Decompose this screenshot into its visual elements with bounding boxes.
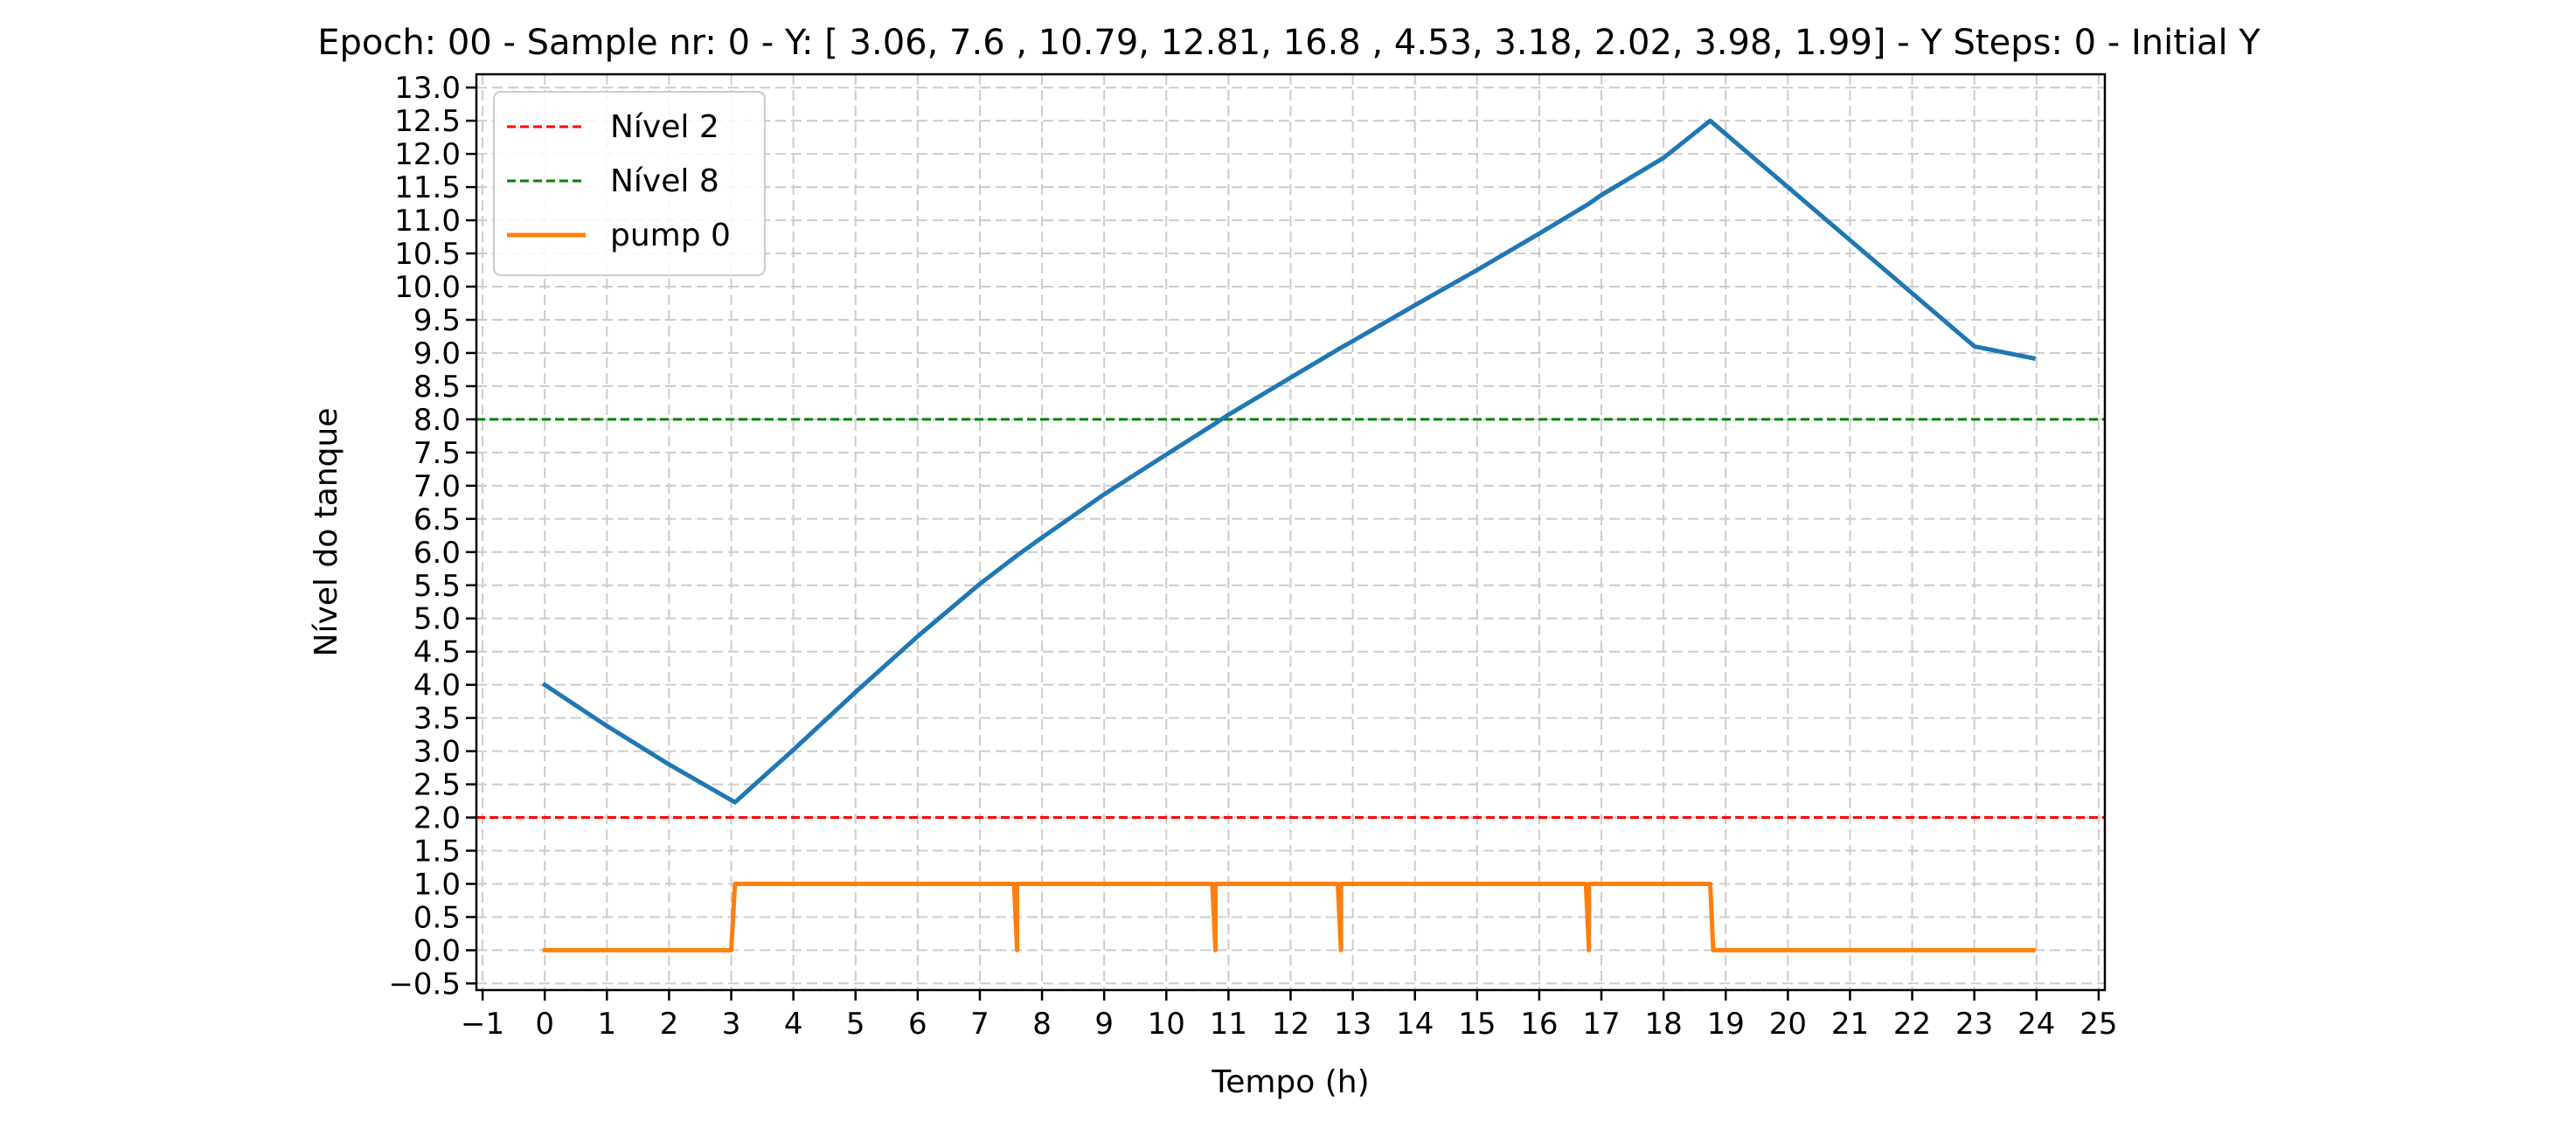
y-tick-label: 1.0	[413, 867, 461, 902]
x-tick-label: 16	[1520, 1007, 1558, 1042]
x-axis-label: Tempo (h)	[1211, 1064, 1369, 1100]
x-tick-label: 4	[784, 1007, 803, 1042]
y-tick-label: 11.5	[394, 170, 461, 205]
y-tick-label: 5.0	[413, 602, 461, 637]
y-tick-label: 7.5	[413, 436, 461, 471]
y-tick-label: −0.5	[388, 966, 461, 1001]
x-tick-label: 11	[1210, 1007, 1247, 1042]
y-tick-label: 6.5	[413, 502, 461, 537]
x-tick-label: 22	[1893, 1007, 1931, 1042]
x-tick-label: 6	[908, 1007, 927, 1042]
legend-box	[493, 91, 766, 276]
y-tick-label: 2.5	[413, 768, 461, 803]
series-line-0	[541, 118, 2037, 805]
x-tick-label: −1	[461, 1007, 504, 1042]
legend-label: pump 0	[610, 218, 731, 253]
plot-area	[476, 118, 2105, 952]
x-tick-label: 13	[1334, 1007, 1371, 1042]
y-tick-label: 4.0	[413, 668, 461, 703]
legend: Nível 2 Nível 8 pump 0	[493, 91, 766, 276]
chart-title: Epoch: 00 - Sample nr: 0 - Y: [ 3.06, 7.…	[317, 23, 2260, 63]
x-tick-label: 25	[2080, 1007, 2117, 1042]
x-tick-label: 5	[846, 1007, 865, 1042]
x-tick-label: 3	[722, 1007, 741, 1042]
x-tick-label: 2	[660, 1007, 679, 1042]
y-tick-label: 1.5	[413, 835, 461, 869]
x-tick-label: 24	[2017, 1007, 2055, 1042]
x-tick-label: 7	[970, 1007, 989, 1042]
x-tick-label: 12	[1272, 1007, 1309, 1042]
y-tick-label: 3.0	[413, 735, 461, 770]
x-tick-label: 15	[1458, 1007, 1496, 1042]
y-tick-label: 13.0	[394, 71, 461, 106]
x-tick-label: 0	[535, 1007, 554, 1042]
y-tick-label: 6.0	[413, 536, 461, 571]
y-tick-label: 5.5	[413, 569, 461, 604]
x-tick-label: 9	[1094, 1007, 1114, 1042]
x-tick-label: 14	[1396, 1007, 1434, 1042]
y-tick-label: 8.0	[413, 403, 461, 438]
legend-label: Nível 8	[610, 163, 719, 199]
x-tick-label: 1	[598, 1007, 617, 1042]
y-tick-label: 9.0	[413, 336, 461, 371]
x-tick-label: 20	[1769, 1007, 1807, 1042]
x-tick-label: 10	[1148, 1007, 1185, 1042]
series-line-1	[542, 882, 2036, 952]
legend-label: Nível 2	[610, 109, 719, 145]
y-tick-label: 9.5	[413, 303, 461, 338]
y-tick-label: 12.0	[394, 137, 461, 172]
y-tick-label: 3.5	[413, 702, 461, 737]
y-tick-label: 8.5	[413, 370, 461, 405]
y-tick-label: 10.0	[394, 270, 461, 305]
y-axis: −0.50.00.51.01.52.02.53.03.54.04.55.05.5…	[388, 71, 476, 1001]
x-tick-label: 19	[1707, 1007, 1745, 1042]
x-tick-label: 23	[1955, 1007, 1993, 1042]
y-tick-label: 12.5	[394, 104, 461, 139]
x-axis: −1 0 1 2 3 4 5 6 7 8 9 10 11 12 13 14 15 16 17 18 19 20 21 22 23…	[461, 990, 2118, 1042]
y-tick-label: 0.0	[413, 933, 461, 968]
y-tick-label: 11.0	[394, 204, 461, 239]
x-tick-label: 18	[1645, 1007, 1683, 1042]
y-axis-label: Nível do tanque	[309, 408, 344, 657]
x-tick-label: 8	[1032, 1007, 1052, 1042]
y-tick-label: 7.0	[413, 469, 461, 504]
y-tick-label: 10.5	[394, 237, 461, 272]
x-tick-label: 17	[1582, 1007, 1620, 1042]
y-tick-label: 2.0	[413, 801, 461, 836]
y-tick-label: 4.5	[413, 635, 461, 670]
y-tick-label: 0.5	[413, 900, 461, 935]
x-tick-label: 21	[1831, 1007, 1869, 1042]
